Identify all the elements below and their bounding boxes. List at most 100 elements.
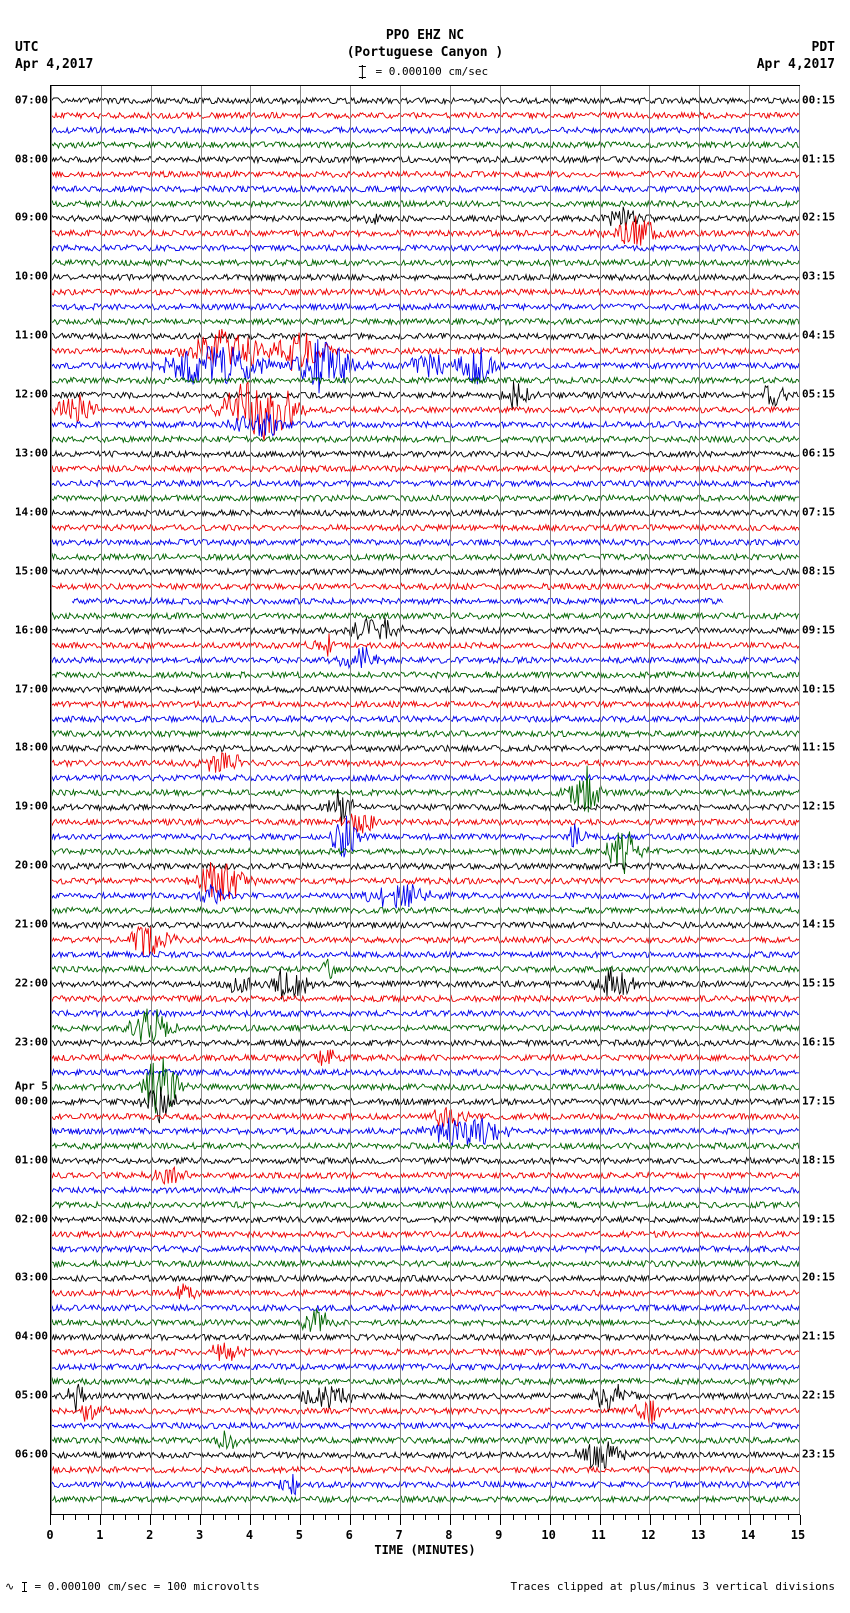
seismic-trace <box>51 775 799 781</box>
pdt-hour-label: 21:15 <box>802 1330 850 1343</box>
header-center: PPO EHZ NC (Portuguese Canyon ) <box>347 28 504 62</box>
tick-major <box>750 1515 751 1525</box>
utc-hour-label: 02:00 <box>0 1213 48 1224</box>
tick-minor <box>175 1515 176 1520</box>
footer: ∿ = 0.000100 cm/sec = 100 microvolts Tra… <box>0 1550 850 1600</box>
tick-major <box>100 1515 101 1525</box>
footer-left: ∿ = 0.000100 cm/sec = 100 microvolts <box>5 1580 260 1593</box>
utc-hour-label: 12:00 <box>0 389 48 400</box>
seismic-trace <box>51 207 799 230</box>
seismic-trace <box>51 245 799 251</box>
pdt-hour-label: 02:15 <box>802 211 850 224</box>
tick-minor <box>638 1515 639 1520</box>
trace-svg <box>51 86 799 1514</box>
seismic-trace <box>51 539 799 545</box>
seismic-trace <box>51 1261 799 1267</box>
tick-minor <box>225 1515 226 1520</box>
tick-minor <box>413 1515 414 1520</box>
tick-minor <box>538 1515 539 1520</box>
tick-minor <box>63 1515 64 1520</box>
tick-minor <box>713 1515 714 1520</box>
tick-minor <box>575 1515 576 1520</box>
seismic-trace <box>51 716 799 722</box>
seismic-trace <box>51 481 799 487</box>
footer-scale-bar-icon <box>24 1582 25 1592</box>
grid-line <box>649 86 650 1514</box>
tick-minor <box>113 1515 114 1520</box>
date-rollover-label: Apr 5 <box>0 1080 48 1093</box>
header: UTC Apr 4,2017 PPO EHZ NC (Portuguese Ca… <box>0 0 850 80</box>
seismic-trace <box>51 753 799 773</box>
scale-indicator: = 0.000100 cm/sec <box>362 65 488 79</box>
seismic-trace <box>51 1069 799 1075</box>
pdt-hour-label: 06:15 <box>802 447 850 460</box>
tick-major <box>300 1515 301 1525</box>
tick-minor <box>313 1515 314 1520</box>
pdt-hour-label: 18:15 <box>802 1153 850 1166</box>
utc-hour-label: 00:00 <box>0 1095 48 1106</box>
pdt-hour-label: 05:15 <box>802 388 850 401</box>
seismic-trace <box>51 436 799 442</box>
grid-line <box>101 86 102 1514</box>
utc-hour-label: 07:00 <box>0 94 48 105</box>
tick-minor <box>138 1515 139 1520</box>
seismic-trace <box>51 274 799 280</box>
x-tick-label: 1 <box>96 1528 103 1542</box>
seismic-trace <box>51 1143 799 1149</box>
scale-text: = 0.000100 cm/sec <box>376 65 489 78</box>
x-tick-label: 11 <box>591 1528 605 1542</box>
tick-minor <box>288 1515 289 1520</box>
tick-minor <box>188 1515 189 1520</box>
tick-minor <box>213 1515 214 1520</box>
station-location: (Portuguese Canyon ) <box>347 45 504 62</box>
seismic-trace <box>51 127 799 133</box>
seismic-trace <box>51 510 799 516</box>
pdt-hour-label: 19:15 <box>802 1212 850 1225</box>
tick-minor <box>275 1515 276 1520</box>
tick-minor <box>563 1515 564 1520</box>
seismic-trace <box>51 1441 799 1468</box>
pdt-hour-label: 03:15 <box>802 270 850 283</box>
tick-major <box>50 1515 51 1525</box>
tick-major <box>800 1515 801 1525</box>
x-tick-label: 7 <box>395 1528 402 1542</box>
seismic-trace <box>51 1379 799 1385</box>
tick-minor <box>438 1515 439 1520</box>
pdt-hour-label: 08:15 <box>802 564 850 577</box>
helicorder-plot: TIME (MINUTES) 012345678910111213141507:… <box>0 80 850 1550</box>
tick-minor <box>513 1515 514 1520</box>
seismic-trace <box>51 701 799 707</box>
x-axis-ticks <box>50 1515 800 1525</box>
grid-line <box>51 86 52 1514</box>
seismic-trace <box>51 329 799 371</box>
tick-minor <box>738 1515 739 1520</box>
utc-hour-label: 10:00 <box>0 271 48 282</box>
grid-line <box>500 86 501 1514</box>
tick-minor <box>475 1515 476 1520</box>
utc-hour-label: 19:00 <box>0 801 48 812</box>
seismic-trace <box>51 1118 799 1147</box>
tick-minor <box>125 1515 126 1520</box>
seismic-trace <box>51 113 799 119</box>
pdt-hour-label: 04:15 <box>802 329 850 342</box>
x-tick-label: 9 <box>495 1528 502 1542</box>
pdt-hour-label: 07:15 <box>802 505 850 518</box>
seismic-trace <box>51 304 799 310</box>
seismic-trace <box>51 171 799 177</box>
seismic-trace <box>51 451 799 457</box>
header-left: UTC Apr 4,2017 <box>15 40 93 74</box>
seismic-trace <box>51 1040 799 1046</box>
seismic-trace <box>51 377 799 383</box>
seismic-trace <box>51 339 799 393</box>
tick-minor <box>613 1515 614 1520</box>
tick-major <box>650 1515 651 1525</box>
seismic-trace <box>51 618 799 640</box>
tick-minor <box>675 1515 676 1520</box>
seismic-trace <box>51 1187 799 1193</box>
seismic-trace <box>51 633 799 656</box>
tick-minor <box>588 1515 589 1520</box>
tick-minor <box>688 1515 689 1520</box>
tick-major <box>250 1515 251 1525</box>
seismic-trace <box>51 1167 799 1184</box>
footer-right: Traces clipped at plus/minus 3 vertical … <box>510 1580 835 1593</box>
